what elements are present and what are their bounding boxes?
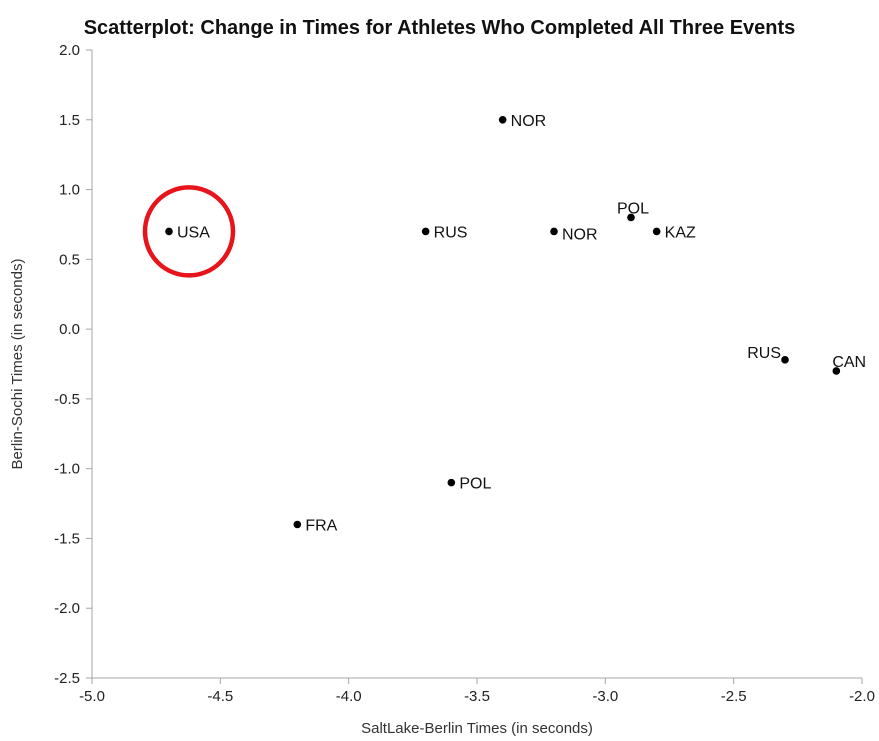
x-tick-label: -2.5: [721, 688, 747, 705]
x-tick-label: -2.0: [849, 688, 875, 705]
y-tick-label: 2.0: [59, 42, 80, 59]
data-point: [652, 227, 661, 236]
data-point: [165, 227, 173, 236]
point-label: POL: [617, 200, 649, 217]
highlight-layer: [142, 185, 236, 278]
x-tick-label: -4.5: [207, 688, 233, 705]
y-tick-label: 0.5: [59, 251, 80, 268]
data-point: [550, 227, 558, 236]
y-tick-label: 1.5: [59, 112, 80, 129]
x-axis-label: SaltLake-Berlin Times (in seconds): [361, 720, 593, 737]
y-tick-label: -1.0: [54, 461, 80, 478]
data-point: [781, 356, 789, 364]
point-label: CAN: [832, 354, 866, 371]
point-label: NOR: [511, 113, 547, 130]
point-label: NOR: [562, 226, 598, 243]
x-tick-label: -5.0: [79, 688, 105, 705]
y-tick-label: -1.5: [54, 530, 80, 547]
x-tick-label: -3.0: [592, 688, 618, 705]
chart-title: Scatterplot: Change in Times for Athlete…: [83, 17, 796, 39]
point-label: RUS: [747, 345, 781, 362]
y-tick-label: -0.5: [54, 391, 80, 408]
point-label: KAZ: [665, 224, 696, 241]
y-tick-label: 1.0: [59, 182, 80, 199]
point-label: POL: [459, 476, 491, 493]
y-axis-label: Berlin-Sochi Times (in seconds): [9, 259, 26, 470]
point-label: USA: [177, 224, 210, 241]
y-tick-label: -2.5: [54, 670, 80, 687]
x-tick-label: -4.0: [336, 688, 362, 705]
data-point: [498, 115, 507, 124]
point-label: RUS: [434, 224, 468, 241]
x-tick-label: -3.5: [464, 688, 490, 705]
axes: -5.0 -4.5 -4.0 -3.5 -3.0 -2.5 -2.0 -2.5 -2.0 -1.5…: [54, 42, 875, 705]
data-point: [627, 213, 635, 222]
y-tick-label: 0.0: [59, 321, 80, 338]
data-point: [832, 367, 841, 375]
point-label: FRA: [305, 517, 337, 534]
highlight-circle: [142, 185, 236, 278]
data-points: USA RUS NOR NOR POL KAZ RUS CAN POL FRA: [165, 113, 866, 534]
data-point: [421, 227, 430, 236]
data-point: [293, 520, 302, 529]
data-point: [447, 478, 456, 487]
y-tick-label: -2.0: [54, 600, 80, 617]
